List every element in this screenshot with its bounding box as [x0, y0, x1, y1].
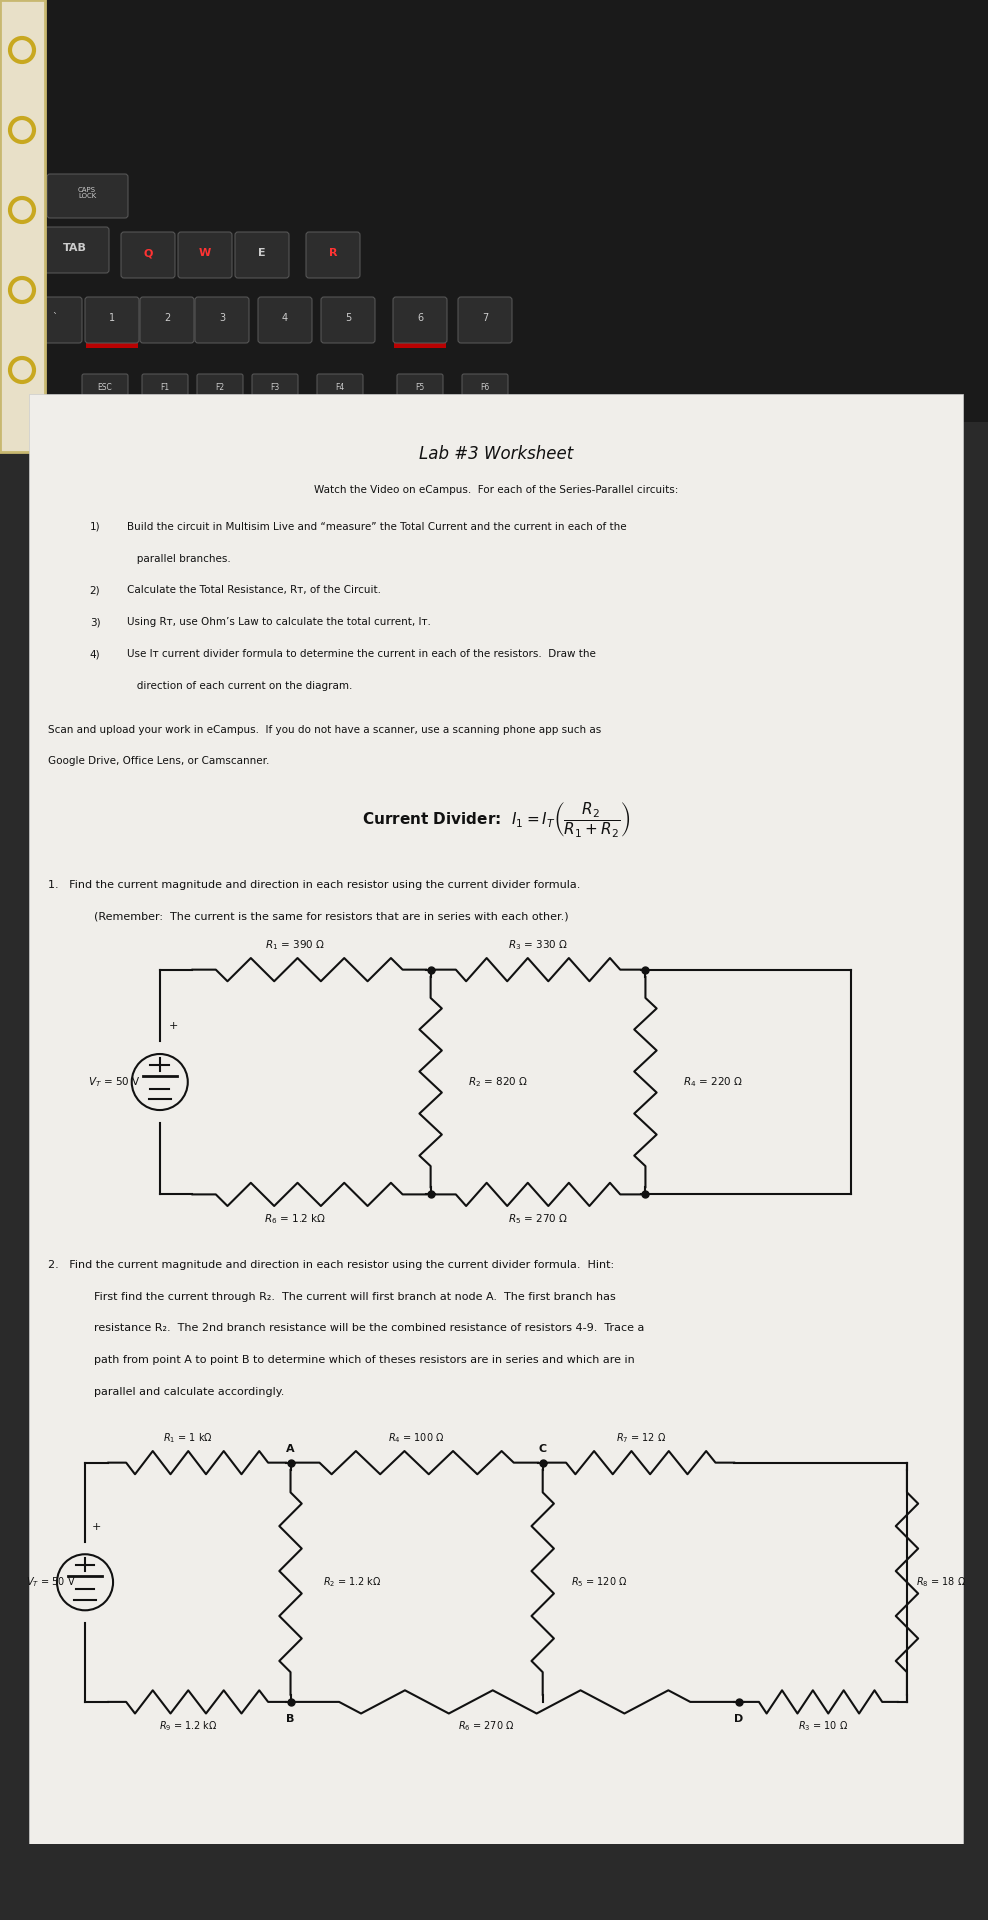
Text: direction of each current on the diagram.: direction of each current on the diagram… — [127, 682, 353, 691]
Text: B: B — [287, 1713, 294, 1724]
Text: 4): 4) — [90, 649, 101, 659]
Text: 5: 5 — [345, 313, 351, 323]
FancyBboxPatch shape — [458, 298, 512, 344]
FancyBboxPatch shape — [258, 298, 312, 344]
Text: CAPS
LOCK: CAPS LOCK — [78, 186, 96, 200]
Bar — [86, 336, 138, 348]
Text: A: A — [287, 1444, 294, 1453]
Text: F1: F1 — [160, 384, 170, 392]
Text: F2: F2 — [215, 384, 224, 392]
FancyBboxPatch shape — [235, 232, 289, 278]
FancyBboxPatch shape — [321, 298, 375, 344]
Text: C: C — [538, 1444, 546, 1453]
Bar — [0, 0, 988, 422]
Text: First find the current through R₂.  The current will first branch at node A.  Th: First find the current through R₂. The c… — [95, 1292, 617, 1302]
FancyBboxPatch shape — [142, 374, 188, 405]
Text: R: R — [329, 248, 337, 257]
Text: F4: F4 — [335, 384, 345, 392]
FancyBboxPatch shape — [317, 374, 363, 405]
Text: F3: F3 — [271, 384, 280, 392]
Text: $R_5$ = 120 Ω: $R_5$ = 120 Ω — [571, 1576, 627, 1590]
FancyBboxPatch shape — [28, 298, 82, 344]
Text: $R_1$ = 390 Ω: $R_1$ = 390 Ω — [265, 939, 325, 952]
FancyBboxPatch shape — [85, 298, 139, 344]
Text: $R_9$ = 1.2 kΩ: $R_9$ = 1.2 kΩ — [158, 1718, 217, 1734]
Text: $V_T$ = 50 V: $V_T$ = 50 V — [89, 1075, 141, 1089]
Text: Google Drive, Office Lens, or Camscanner.: Google Drive, Office Lens, or Camscanner… — [47, 756, 269, 766]
Text: $R_5$ = 270 Ω: $R_5$ = 270 Ω — [508, 1212, 568, 1225]
FancyBboxPatch shape — [140, 298, 194, 344]
Text: $R_4$ = 220 Ω: $R_4$ = 220 Ω — [683, 1075, 743, 1089]
Text: $R_6$ = 1.2 kΩ: $R_6$ = 1.2 kΩ — [264, 1212, 326, 1225]
FancyBboxPatch shape — [195, 298, 249, 344]
FancyBboxPatch shape — [178, 232, 232, 278]
Text: 3: 3 — [219, 313, 225, 323]
Text: resistance R₂.  The 2nd branch resistance will be the combined resistance of res: resistance R₂. The 2nd branch resistance… — [95, 1323, 645, 1334]
Text: $R_1$ = 1 kΩ: $R_1$ = 1 kΩ — [163, 1432, 212, 1446]
Text: $R_3$ = 330 Ω: $R_3$ = 330 Ω — [508, 939, 568, 952]
Text: 2.   Find the current magnitude and direction in each resistor using the current: 2. Find the current magnitude and direct… — [47, 1260, 614, 1269]
Text: 3): 3) — [90, 618, 101, 628]
FancyBboxPatch shape — [306, 232, 360, 278]
Text: `: ` — [52, 313, 57, 323]
Text: 7: 7 — [482, 313, 488, 323]
Text: $R_8$ = 18 Ω: $R_8$ = 18 Ω — [916, 1576, 966, 1590]
Text: Using Rᴛ, use Ohm’s Law to calculate the total current, Iᴛ.: Using Rᴛ, use Ohm’s Law to calculate the… — [127, 618, 431, 628]
Text: +: + — [169, 1021, 179, 1031]
Text: 6: 6 — [417, 313, 423, 323]
Text: parallel branches.: parallel branches. — [127, 553, 231, 563]
FancyBboxPatch shape — [41, 227, 109, 273]
Text: $R_3$ = 10 Ω: $R_3$ = 10 Ω — [797, 1718, 848, 1734]
Text: E: E — [258, 248, 266, 257]
FancyBboxPatch shape — [462, 374, 508, 405]
Text: $R_6$ = 270 Ω: $R_6$ = 270 Ω — [458, 1718, 515, 1734]
Text: 2): 2) — [90, 586, 101, 595]
Bar — [0, 0, 45, 451]
Text: 1): 1) — [90, 522, 101, 532]
Text: $R_4$ = 100 Ω: $R_4$ = 100 Ω — [388, 1432, 445, 1446]
Text: 4: 4 — [282, 313, 288, 323]
Text: +: + — [92, 1521, 101, 1532]
FancyBboxPatch shape — [397, 374, 443, 405]
Bar — [29, 394, 963, 1843]
Text: $V_T$ = 50 V: $V_T$ = 50 V — [26, 1576, 76, 1590]
Text: 2: 2 — [164, 313, 170, 323]
Text: Scan and upload your work in eCampus.  If you do not have a scanner, use a scann: Scan and upload your work in eCampus. If… — [47, 724, 601, 735]
FancyBboxPatch shape — [252, 374, 298, 405]
Text: D: D — [734, 1713, 743, 1724]
Text: TAB: TAB — [63, 244, 87, 253]
Text: 1.   Find the current magnitude and direction in each resistor using the current: 1. Find the current magnitude and direct… — [47, 879, 580, 889]
FancyBboxPatch shape — [82, 374, 128, 405]
Text: path from point A to point B to determine which of theses resistors are in serie: path from point A to point B to determin… — [95, 1356, 635, 1365]
Text: (Remember:  The current is the same for resistors that are in series with each o: (Remember: The current is the same for r… — [95, 912, 569, 922]
Text: Watch the Video on eCampus.  For each of the Series-Parallel circuits:: Watch the Video on eCampus. For each of … — [314, 486, 678, 495]
Text: F6: F6 — [480, 384, 490, 392]
Text: Use Iᴛ current divider formula to determine the current in each of the resistors: Use Iᴛ current divider formula to determ… — [127, 649, 596, 659]
Bar — [0, 1843, 988, 1920]
Text: $R_2$ = 1.2 kΩ: $R_2$ = 1.2 kΩ — [323, 1576, 381, 1590]
Text: parallel and calculate accordingly.: parallel and calculate accordingly. — [95, 1388, 285, 1398]
FancyBboxPatch shape — [393, 298, 447, 344]
Text: Q: Q — [143, 248, 153, 257]
Text: Calculate the Total Resistance, Rᴛ, of the Circuit.: Calculate the Total Resistance, Rᴛ, of t… — [127, 586, 381, 595]
FancyBboxPatch shape — [121, 232, 175, 278]
Text: $R_2$ = 820 Ω: $R_2$ = 820 Ω — [468, 1075, 528, 1089]
Text: F5: F5 — [415, 384, 425, 392]
FancyBboxPatch shape — [197, 374, 243, 405]
FancyBboxPatch shape — [47, 175, 128, 219]
Bar — [394, 336, 446, 348]
Text: Current Divider:  $I_1 = I_T\left(\dfrac{R_2}{R_1+R_2}\right)$: Current Divider: $I_1 = I_T\left(\dfrac{… — [362, 801, 630, 839]
Text: Lab #3 Worksheet: Lab #3 Worksheet — [419, 445, 573, 463]
Text: 1: 1 — [109, 313, 115, 323]
Text: $R_7$ = 12 Ω: $R_7$ = 12 Ω — [616, 1432, 666, 1446]
Text: Build the circuit in Multisim Live and “measure” the Total Current and the curre: Build the circuit in Multisim Live and “… — [127, 522, 626, 532]
Text: ESC: ESC — [98, 384, 113, 392]
Text: W: W — [199, 248, 211, 257]
